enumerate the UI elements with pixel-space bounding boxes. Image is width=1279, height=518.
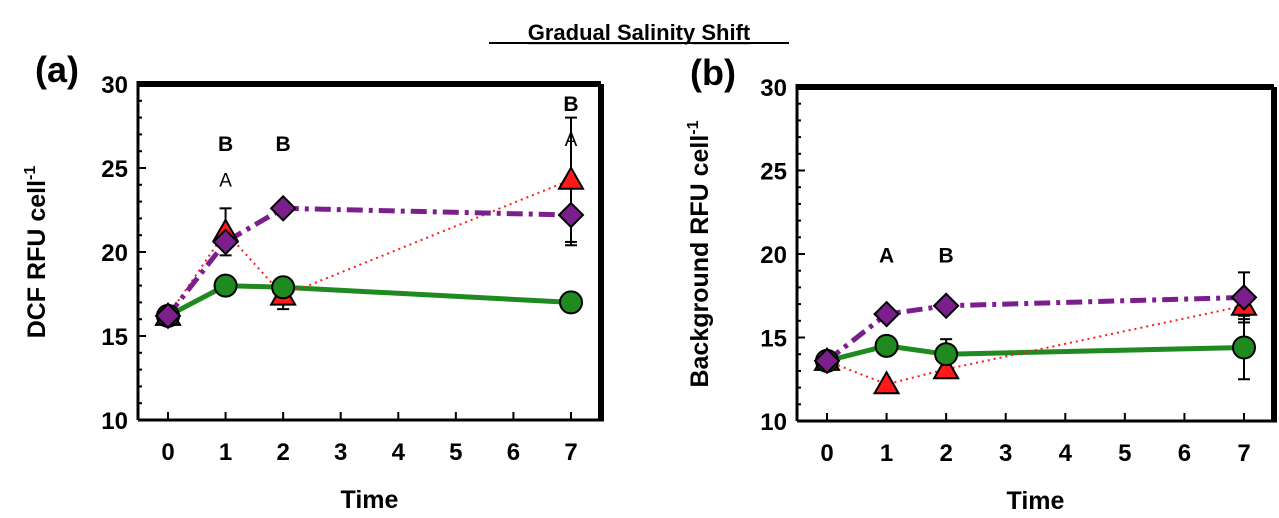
y-tick-label: 30 <box>101 72 128 99</box>
x-axis-title: Time <box>1007 487 1065 515</box>
y-axis-title: DCF RFU cell-1 <box>22 166 51 339</box>
data-point-circle <box>559 290 583 315</box>
x-tick-label: 6 <box>1178 440 1191 467</box>
x-tick-label: 2 <box>276 439 289 466</box>
data-point-diamond <box>1230 284 1258 311</box>
y-tick-label: 30 <box>760 75 787 102</box>
x-axis-title: Time <box>341 486 399 514</box>
figure-title: Gradual Salinity Shift <box>528 20 751 45</box>
significance-letter: A <box>219 170 232 191</box>
data-point-diamond <box>212 228 239 256</box>
data-point-diamond <box>154 302 182 330</box>
series-line-triangle <box>167 178 572 317</box>
significance-letter: B <box>218 133 233 156</box>
series-line-triangle <box>826 304 1245 386</box>
data-point-triangle <box>932 355 960 380</box>
x-tick-label: 5 <box>1118 440 1131 467</box>
x-tick-label: 4 <box>392 439 406 466</box>
x-tick-label: 7 <box>564 439 577 466</box>
panel-a: (a) 10 15 20 25 30 0 1 2 3 4 5 6 7 Time DCF RFU cell-1 B… <box>22 49 604 514</box>
data-point-circle <box>1232 335 1256 360</box>
panel-label: (b) <box>690 52 736 93</box>
data-point-triangle <box>872 370 901 395</box>
y-tick-label: 20 <box>101 240 128 267</box>
data-point-circle <box>271 275 296 300</box>
data-point-diamond <box>557 201 585 229</box>
data-point-diamond <box>269 194 297 222</box>
data-point-diamond <box>873 300 900 328</box>
data-point-diamond <box>932 292 960 320</box>
x-tick-label: 6 <box>507 439 520 466</box>
x-tick-label: 1 <box>880 440 893 467</box>
y-tick-label: 15 <box>101 324 128 351</box>
significance-letter: A <box>879 244 894 267</box>
x-tick-label: 0 <box>820 440 833 467</box>
x-tick-label: 0 <box>161 439 174 466</box>
series-line-diamond <box>166 205 572 318</box>
x-tick-label: 5 <box>449 439 462 466</box>
data-point-circle <box>934 342 959 367</box>
x-tick-label: 1 <box>219 439 232 466</box>
panel-label: (a) <box>35 49 79 90</box>
series-line-diamond <box>825 294 1245 363</box>
y-tick-label: 20 <box>760 242 787 269</box>
data-point-circle <box>874 333 899 358</box>
x-tick-label: 3 <box>999 440 1012 467</box>
significance-letter: B <box>563 93 578 116</box>
significance-letter: A <box>565 130 578 151</box>
series-line-circle <box>166 283 572 319</box>
panel-b: (b) 10 15 20 25 30 0 1 2 3 4 5 6 7 Time Background RFU … <box>685 52 1277 515</box>
y-axis-title: Background RFU cell-1 <box>685 120 714 387</box>
y-tick-label: 10 <box>760 409 787 436</box>
x-tick-label: 2 <box>939 440 952 467</box>
y-tick-label: 10 <box>101 408 128 435</box>
significance-letter: B <box>276 133 291 156</box>
x-tick-label: 3 <box>334 439 347 466</box>
data-point-circle <box>213 273 238 298</box>
x-tick-label: 7 <box>1237 440 1250 467</box>
data-point-triangle <box>557 165 585 190</box>
data-point-diamond <box>813 347 841 375</box>
series-line-circle <box>826 343 1245 364</box>
significance-letter: B <box>939 244 954 267</box>
y-tick-label: 25 <box>760 159 787 186</box>
x-tick-label: 4 <box>1059 440 1073 467</box>
y-tick-label: 25 <box>101 156 128 183</box>
y-tick-label: 15 <box>760 326 787 353</box>
